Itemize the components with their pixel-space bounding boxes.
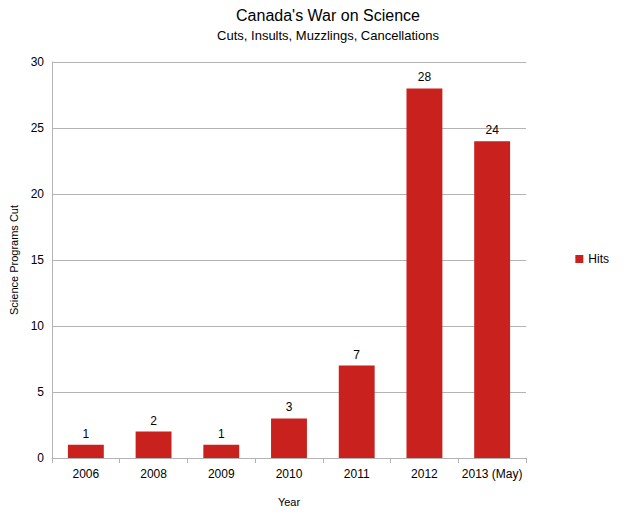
- svg-text:2: 2: [150, 414, 157, 428]
- svg-text:1: 1: [218, 427, 225, 441]
- svg-text:24: 24: [485, 123, 499, 137]
- svg-text:7: 7: [353, 348, 360, 362]
- svg-text:Hits: Hits: [588, 252, 609, 266]
- svg-text:2006: 2006: [73, 467, 100, 481]
- svg-text:0: 0: [37, 451, 44, 465]
- svg-text:2010: 2010: [276, 467, 303, 481]
- svg-text:28: 28: [418, 70, 432, 84]
- svg-text:Science Programs Cut: Science Programs Cut: [8, 205, 20, 315]
- svg-text:2011: 2011: [344, 467, 370, 481]
- svg-text:2008: 2008: [140, 467, 167, 481]
- svg-text:25: 25: [31, 121, 45, 135]
- svg-text:Year: Year: [278, 496, 301, 508]
- svg-text:10: 10: [31, 319, 45, 333]
- svg-text:2013 (May): 2013 (May): [462, 467, 523, 481]
- svg-text:15: 15: [31, 253, 45, 267]
- svg-text:1: 1: [83, 427, 90, 441]
- svg-text:2009: 2009: [208, 467, 235, 481]
- svg-text:3: 3: [286, 400, 293, 414]
- svg-text:30: 30: [31, 55, 45, 69]
- svg-text:Cuts, Insults, Muzzlings, Canc: Cuts, Insults, Muzzlings, Cancellations: [217, 28, 439, 43]
- svg-text:20: 20: [31, 187, 45, 201]
- svg-text:5: 5: [37, 385, 44, 399]
- svg-text:Canada's War on Science: Canada's War on Science: [236, 7, 420, 24]
- svg-text:2012: 2012: [411, 467, 438, 481]
